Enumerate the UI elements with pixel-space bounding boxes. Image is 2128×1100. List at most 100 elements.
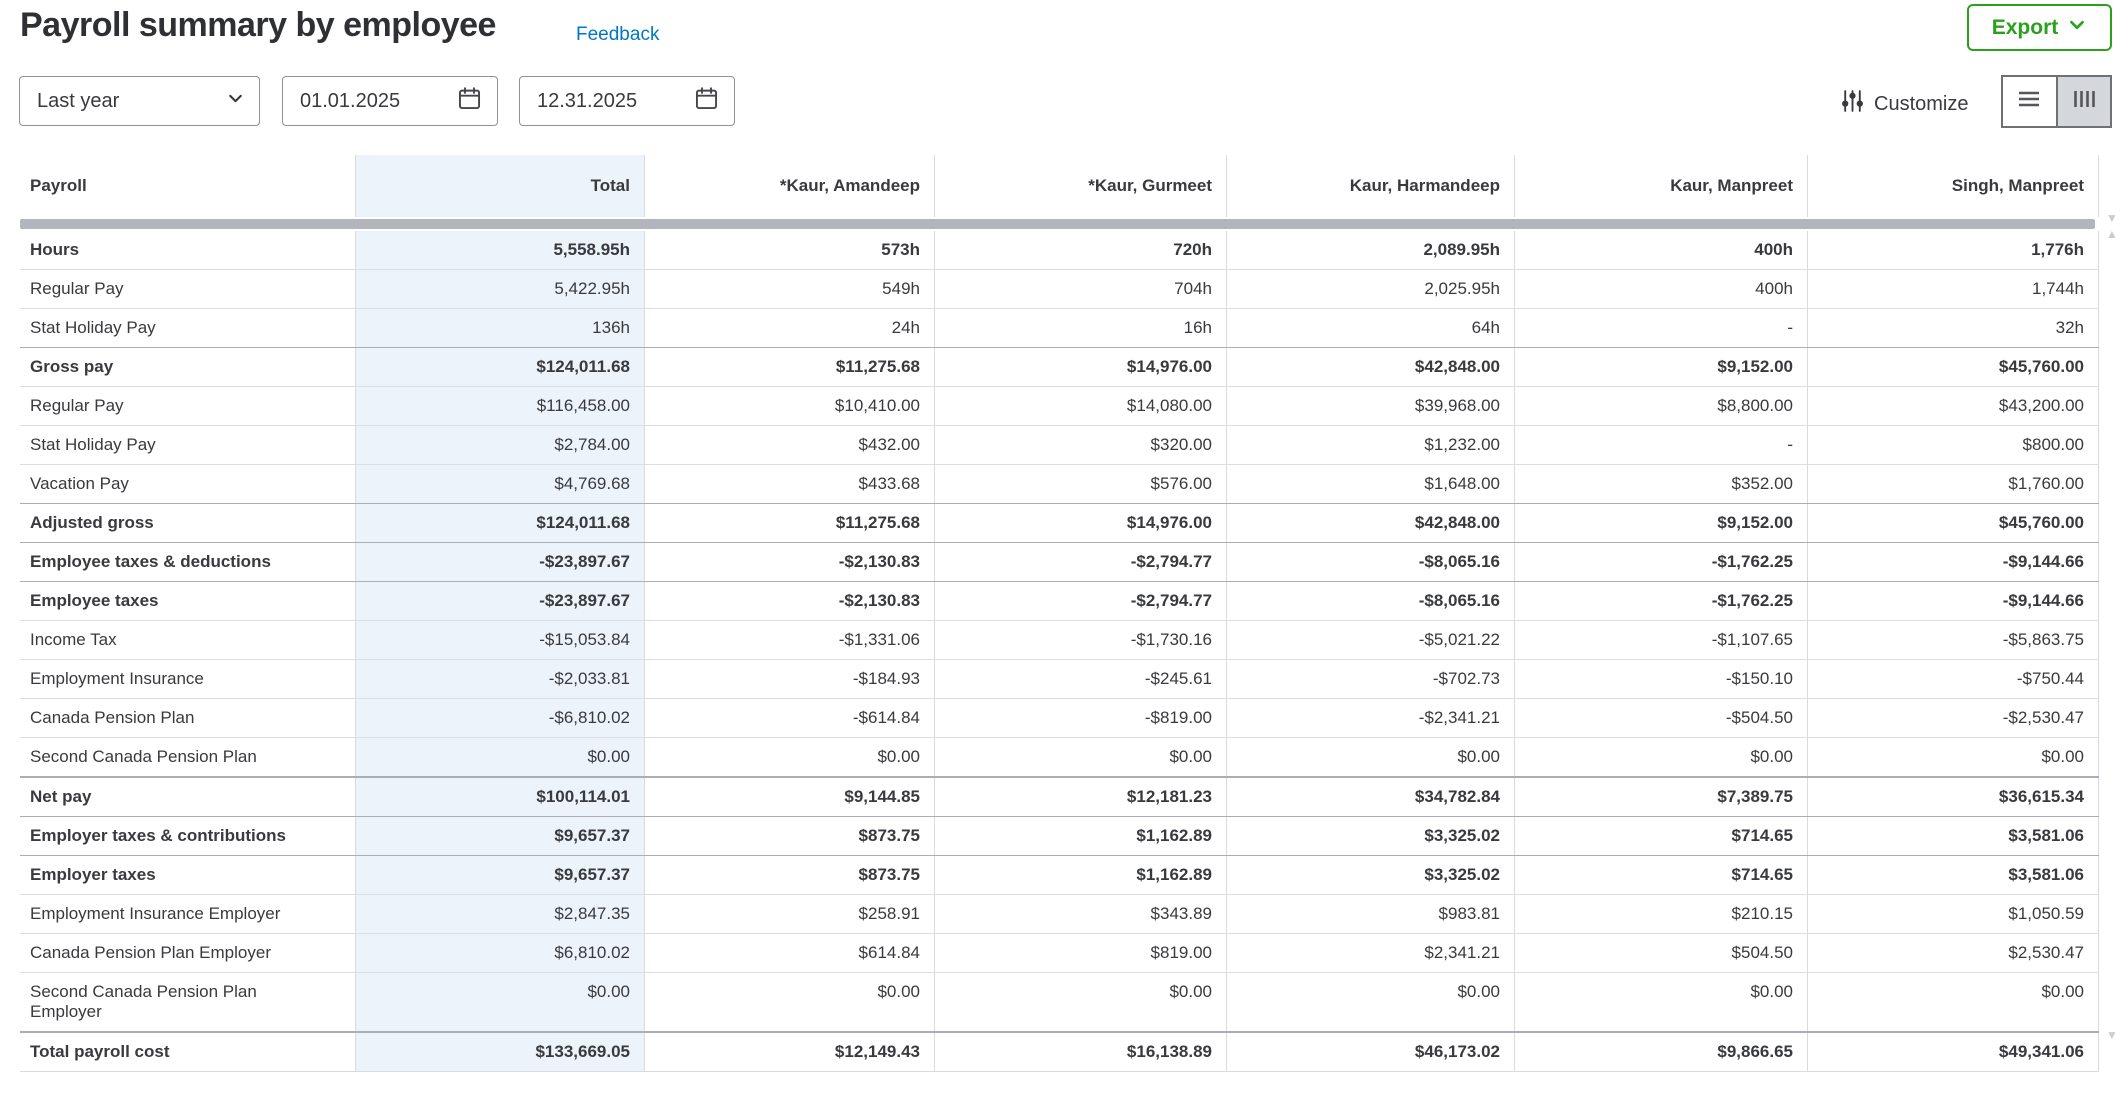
cell-value: -$2,033.81 <box>356 660 645 698</box>
cell-value: $2,341.21 <box>1227 934 1515 972</box>
cell-value: $0.00 <box>356 973 645 1031</box>
table-row: Employee taxes & deductions -$23,897.67 -$… <box>20 542 2099 581</box>
cell-value: -$614.84 <box>645 699 935 737</box>
export-button[interactable]: Export <box>1967 4 2112 51</box>
cell-value: $2,530.47 <box>1808 934 2099 972</box>
view-toggle-rows-button[interactable] <box>2003 77 2056 126</box>
cell-value: 573h <box>645 231 935 269</box>
row-label: Stat Holiday Pay <box>20 426 356 464</box>
cell-value: -$1,730.16 <box>935 621 1227 659</box>
customize-label: Customize <box>1874 92 1969 115</box>
cell-value: $100,114.01 <box>356 778 645 816</box>
cell-value: $714.65 <box>1515 817 1808 855</box>
horizontal-scrollbar <box>20 217 2099 231</box>
cell-value: $133,669.05 <box>356 1033 645 1071</box>
table-row: Second Canada Pension Plan $0.00 $0.00 $0.0… <box>20 737 2099 776</box>
cell-value: 2,089.95h <box>1227 231 1515 269</box>
row-label: Gross pay <box>20 348 356 386</box>
table-row: Gross pay $124,011.68 $11,275.68 $14,976.00… <box>20 347 2099 386</box>
cell-value: -$819.00 <box>935 699 1227 737</box>
cell-value: $614.84 <box>645 934 935 972</box>
cell-value: 720h <box>935 231 1227 269</box>
cell-value: $16,138.89 <box>935 1033 1227 1071</box>
cell-value: $0.00 <box>935 738 1227 776</box>
start-date-value: 01.01.2025 <box>300 89 401 112</box>
cell-value: -$150.10 <box>1515 660 1808 698</box>
cell-value: $14,976.00 <box>935 348 1227 386</box>
cell-value: - <box>1515 309 1808 347</box>
cell-value: $576.00 <box>935 465 1227 503</box>
triangle-down-icon[interactable]: ▼ <box>2106 1028 2118 1042</box>
horizontal-scrollbar-thumb[interactable] <box>20 219 2095 229</box>
row-label: Employer taxes & contributions <box>20 817 356 855</box>
cell-value: -$23,897.67 <box>356 543 645 581</box>
period-dropdown[interactable]: Last year <box>19 76 260 126</box>
sliders-icon <box>1840 88 1865 120</box>
column-header-payroll: Payroll <box>20 155 356 217</box>
cell-value: $2,847.35 <box>356 895 645 933</box>
row-label: Vacation Pay <box>20 465 356 503</box>
table-row: Canada Pension Plan Employer $6,810.02 $61… <box>20 933 2099 972</box>
cell-value: -$504.50 <box>1515 699 1808 737</box>
cell-value: $433.68 <box>645 465 935 503</box>
cell-value: $0.00 <box>356 738 645 776</box>
table-row: Net pay $100,114.01 $9,144.85 $12,181.23 $34… <box>20 776 2099 816</box>
calendar-icon[interactable] <box>693 85 720 118</box>
cell-value: $504.50 <box>1515 934 1808 972</box>
cell-value: $8,800.00 <box>1515 387 1808 425</box>
cell-value: $4,769.68 <box>356 465 645 503</box>
row-label: Adjusted gross <box>20 504 356 542</box>
table-header-row: Payroll Total *Kaur, Amandeep *Kaur, Gurmee… <box>20 155 2099 217</box>
calendar-icon[interactable] <box>456 85 483 118</box>
cell-value: $12,149.43 <box>645 1033 935 1071</box>
triangle-up-icon[interactable]: ▲ <box>2106 227 2118 241</box>
row-label: Canada Pension Plan <box>20 699 356 737</box>
cell-value: -$6,810.02 <box>356 699 645 737</box>
cell-value: $714.65 <box>1515 856 1808 894</box>
cell-value: $124,011.68 <box>356 504 645 542</box>
table-row: Stat Holiday Pay 136h 24h 16h 64h -32h <box>20 308 2099 347</box>
cell-value: -$5,863.75 <box>1808 621 2099 659</box>
cell-value: -$750.44 <box>1808 660 2099 698</box>
customize-button[interactable]: Customize <box>1840 88 1968 120</box>
cell-value: $11,275.68 <box>645 504 935 542</box>
view-toggle-columns-button[interactable] <box>2055 77 2110 126</box>
cell-value: 5,558.95h <box>356 231 645 269</box>
cell-value: - <box>1515 426 1808 464</box>
table-row: Canada Pension Plan -$6,810.02 -$614.84 -$8… <box>20 698 2099 737</box>
table-row: Second Canada Pension Plan Employer $0.00… <box>20 972 2099 1031</box>
cell-value: $42,848.00 <box>1227 348 1515 386</box>
end-date-value: 12.31.2025 <box>537 89 638 112</box>
cell-value: -$9,144.66 <box>1808 543 2099 581</box>
cell-value: $0.00 <box>1808 973 2099 1031</box>
export-button-label: Export <box>1991 15 2059 39</box>
cell-value: -$9,144.66 <box>1808 582 2099 620</box>
cell-value: $124,011.68 <box>356 348 645 386</box>
period-dropdown-value: Last year <box>37 89 120 112</box>
end-date-input[interactable]: 12.31.2025 <box>519 76 735 126</box>
cell-value: $343.89 <box>935 895 1227 933</box>
chevron-down-icon <box>2067 15 2087 40</box>
table-row: Income Tax -$15,053.84 -$1,331.06 -$1,730.1… <box>20 620 2099 659</box>
cell-value: $1,232.00 <box>1227 426 1515 464</box>
table-row: Regular Pay $116,458.00 $10,410.00 $14,080.… <box>20 386 2099 425</box>
cell-value: $43,200.00 <box>1808 387 2099 425</box>
feedback-link[interactable]: Feedback <box>576 24 660 45</box>
column-header: *Kaur, Gurmeet <box>935 155 1227 217</box>
cell-value: 549h <box>645 270 935 308</box>
cell-value: $1,648.00 <box>1227 465 1515 503</box>
cell-value: $0.00 <box>1808 738 2099 776</box>
cell-value: 1,744h <box>1808 270 2099 308</box>
cell-value: $3,325.02 <box>1227 817 1515 855</box>
cell-value: $9,657.37 <box>356 817 645 855</box>
cell-value: -$2,130.83 <box>645 543 935 581</box>
row-label: Net pay <box>20 778 356 816</box>
cell-value: $0.00 <box>1515 738 1808 776</box>
row-label: Income Tax <box>20 621 356 659</box>
cell-value: -$1,331.06 <box>645 621 935 659</box>
cell-value: $42,848.00 <box>1227 504 1515 542</box>
triangle-down-icon[interactable]: ▼ <box>2106 211 2118 225</box>
cell-value: 400h <box>1515 231 1808 269</box>
row-label: Employment Insurance Employer <box>20 895 356 933</box>
start-date-input[interactable]: 01.01.2025 <box>282 76 498 126</box>
